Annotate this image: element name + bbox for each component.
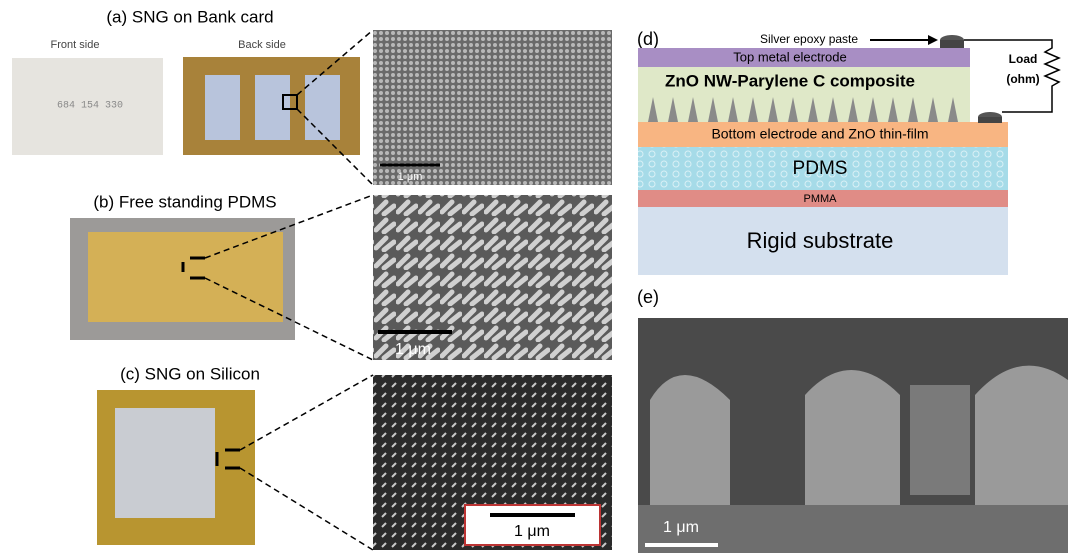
scale-label: 1 μm bbox=[514, 523, 550, 540]
layer-label: Rigid substrate bbox=[747, 228, 894, 253]
layer-label: PDMS bbox=[793, 158, 848, 179]
layer-label: ZnO NW-Parylene C composite bbox=[665, 71, 915, 90]
load-label: Load bbox=[1009, 52, 1038, 66]
panel-label: (d) bbox=[637, 29, 659, 49]
arrowhead bbox=[928, 35, 938, 45]
scale-label: 1 μm bbox=[395, 341, 431, 358]
pad bbox=[305, 75, 340, 140]
pad bbox=[115, 408, 215, 518]
pad bbox=[255, 75, 290, 140]
sem-image bbox=[373, 195, 612, 360]
zoom-line bbox=[240, 375, 373, 550]
panel-label: (a) SNG on Bank card bbox=[106, 7, 273, 26]
card-number: 684 154 330 bbox=[57, 101, 123, 112]
pad bbox=[205, 75, 240, 140]
load-unit: (ohm) bbox=[1006, 72, 1039, 86]
layer-label: PMMA bbox=[804, 193, 838, 205]
caption: Front side bbox=[51, 39, 100, 51]
sem-image bbox=[373, 30, 612, 185]
annotation: Silver epoxy paste bbox=[760, 32, 858, 46]
figure: (a) SNG on Bank card Front side Back sid… bbox=[0, 0, 1072, 553]
scale-label: 1 μm bbox=[398, 171, 423, 183]
panel-label: (b) Free standing PDMS bbox=[93, 192, 276, 211]
caption: Back side bbox=[238, 39, 286, 51]
pillars bbox=[650, 366, 1068, 520]
panel-label: (c) SNG on Silicon bbox=[120, 364, 260, 383]
layer-label: Bottom electrode and ZnO thin-film bbox=[711, 126, 928, 142]
scale-label: 1 μm bbox=[663, 519, 699, 536]
panel-label: (e) bbox=[637, 287, 659, 307]
film bbox=[88, 232, 283, 322]
layer-label: Top metal electrode bbox=[733, 49, 846, 64]
